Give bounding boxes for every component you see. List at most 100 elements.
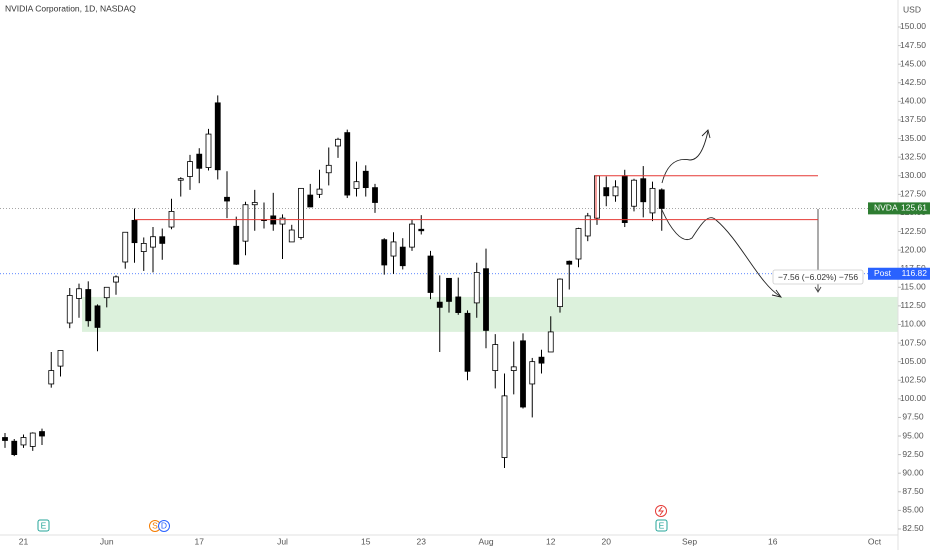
last-price-name: NVDA: [874, 203, 898, 213]
candle-body: [2, 437, 8, 441]
candle-body: [187, 161, 193, 177]
y-tick-label: 102.50: [900, 374, 926, 384]
candle-body: [325, 164, 332, 174]
y-tick-label: 92.50: [902, 449, 924, 459]
candle-body: [94, 305, 101, 328]
measure-arrow: [814, 286, 822, 293]
y-tick-label: 142.50: [900, 77, 926, 87]
candle-body: [649, 187, 656, 214]
event-icon: [655, 519, 668, 532]
candle-body: [510, 366, 517, 371]
candle-body: [492, 344, 499, 371]
candle-body: [529, 361, 536, 385]
y-tick-label: 140.00: [900, 96, 926, 106]
x-tick-label: 20: [602, 536, 612, 546]
y-tick-label: 85.00: [902, 505, 924, 515]
event-icon: [158, 520, 170, 532]
candle-body: [631, 179, 637, 207]
measure-label: −7.56 (−6.02%) −756: [778, 272, 858, 282]
y-tick-label: 95.00: [902, 430, 924, 440]
candle-body: [251, 202, 258, 206]
candle-body: [473, 272, 480, 304]
scenario-down: [661, 209, 781, 297]
x-tick-label: 12: [546, 536, 556, 546]
last-price-value: 125.61: [901, 203, 927, 213]
candle-body: [122, 231, 129, 263]
candle-body: [131, 219, 138, 244]
candle-body: [575, 228, 582, 260]
candle-body: [39, 431, 45, 437]
x-tick-label: Aug: [478, 536, 493, 546]
candle-body: [399, 246, 406, 267]
y-tick-label: 110.00: [900, 319, 926, 329]
y-tick-label: 122.50: [900, 226, 926, 236]
candle-body: [20, 437, 27, 446]
event-label: S: [152, 520, 158, 530]
x-tick-label: Sep: [682, 536, 697, 546]
y-tick-label: 87.50: [902, 486, 924, 496]
y-tick-label: 120.00: [900, 244, 926, 254]
y-tick-label: 147.50: [900, 40, 926, 50]
candle-body: [85, 289, 92, 322]
candle-body: [446, 277, 452, 302]
candles: [2, 95, 665, 468]
candle-body: [150, 236, 156, 248]
x-tick-label: Jul: [277, 536, 288, 546]
candle-body: [279, 217, 286, 225]
candle-body: [11, 440, 18, 456]
candle-body: [381, 239, 388, 266]
candle-body: [436, 301, 443, 308]
candle-body: [418, 228, 425, 232]
candle-body: [621, 175, 628, 223]
candle-body: [214, 102, 221, 171]
candle-body: [177, 178, 184, 181]
candle-body: [584, 215, 591, 237]
event-label: E: [41, 520, 47, 530]
candle-body: [76, 288, 82, 299]
candle-body: [205, 133, 212, 168]
candle-body: [372, 187, 378, 203]
candle-body: [362, 170, 369, 189]
candle-body: [557, 278, 563, 308]
candle-body: [57, 350, 64, 367]
zone-layer: [0, 208, 898, 332]
candle-body: [547, 331, 554, 353]
support-zone: [82, 296, 898, 332]
x-tick-label: 15: [361, 536, 371, 546]
candle-body: [29, 432, 36, 447]
y-tick-label: 135.00: [900, 133, 926, 143]
arrow-head: [771, 289, 783, 298]
scenario-up: [661, 130, 709, 184]
candle-body: [390, 241, 397, 257]
candle-body: [48, 370, 55, 385]
y-tick-label: 137.50: [900, 114, 926, 124]
y-tick-label: 105.00: [900, 356, 926, 366]
candle-body: [298, 187, 304, 238]
y-tick-label: 97.50: [902, 412, 924, 422]
measure-box: [772, 269, 864, 285]
x-tick-label: Oct: [868, 536, 882, 546]
y-tick-label: 100.00: [900, 393, 926, 403]
candle-body: [140, 243, 147, 252]
y-tick-label: 115.00: [900, 282, 926, 292]
y-tick-label: 127.50: [900, 189, 926, 199]
candle-body: [159, 236, 166, 244]
candle-body: [316, 188, 323, 195]
y-tick-label: 90.00: [902, 467, 924, 477]
post-price-box: [868, 267, 930, 280]
event-label: D: [161, 520, 167, 530]
event-icon: [37, 519, 50, 532]
candle-body: [658, 189, 665, 209]
x-tick-label: 21: [19, 536, 29, 546]
candle-body: [353, 181, 360, 189]
y-tick-label: 132.50: [900, 151, 926, 161]
candle-body: [455, 296, 462, 313]
candle-body: [66, 295, 73, 324]
candle-body: [612, 186, 619, 197]
candle-body: [520, 340, 526, 408]
y-tick-label: 145.00: [900, 58, 926, 68]
x-tick-label: Jun: [100, 536, 114, 546]
candle-body: [409, 223, 415, 248]
y-tick-label: 112.50: [900, 300, 926, 310]
